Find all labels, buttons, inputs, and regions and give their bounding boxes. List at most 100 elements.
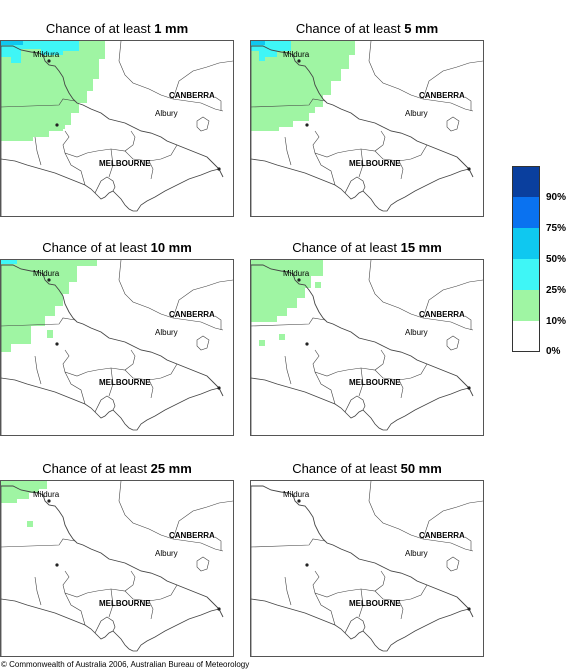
district-boundary: [312, 570, 348, 598]
place-label-canberra: CANBERRA: [169, 531, 215, 540]
gabo-dot: [217, 386, 221, 390]
district-boundary: [148, 600, 154, 620]
place-label-melbourne: MELBOURNE: [99, 378, 151, 387]
district-boundary: [96, 570, 136, 592]
place-label-canberra: CANBERRA: [419, 91, 465, 100]
place-label-melbourne: MELBOURNE: [349, 159, 401, 168]
rainfall-map: Mildura CANBERRA Albury MELBOURNE: [250, 40, 484, 217]
district-boundary: [464, 315, 472, 330]
state-border: [251, 264, 474, 397]
district-boundary: [284, 136, 292, 166]
probability-shading: [1, 260, 97, 352]
place-label-albury: Albury: [405, 109, 428, 118]
mildura-dot: [47, 499, 51, 503]
act-boundary: [446, 116, 460, 132]
district-boundary: [108, 367, 114, 397]
legend-label: 50%: [546, 254, 567, 265]
district-boundary: [368, 41, 474, 112]
probability-legend: 90% 75% 50% 25% 10% 0%: [512, 166, 570, 357]
place-label-albury: Albury: [405, 328, 428, 337]
legend-label: 10%: [546, 316, 567, 327]
district-boundary: [172, 500, 233, 540]
coastline: [94, 395, 116, 413]
state-border: [251, 45, 474, 178]
district-boundary: [34, 136, 42, 166]
district-boundary: [1, 98, 76, 108]
district-boundary: [64, 371, 86, 405]
district-boundary: [314, 592, 336, 626]
district-boundary: [422, 500, 483, 540]
district-boundary: [124, 144, 178, 162]
district-boundary: [346, 349, 386, 371]
legend-label: 90%: [546, 192, 567, 203]
district-boundary: [312, 349, 348, 377]
gabo-dot: [217, 167, 221, 171]
map-canvas: [251, 481, 483, 656]
legend-label: 75%: [546, 223, 567, 234]
district-boundary: [108, 588, 114, 618]
place-label-albury: Albury: [155, 549, 178, 558]
district-boundary: [96, 130, 136, 152]
district-boundary: [346, 130, 386, 152]
district-boundary: [34, 355, 42, 385]
mildura-dot: [47, 278, 51, 282]
map-canvas: [1, 481, 233, 656]
coastline: [1, 158, 220, 212]
mildura-dot: [297, 59, 301, 63]
district-boundary: [108, 148, 114, 178]
probability-shading: [1, 41, 79, 63]
district-boundary: [1, 317, 76, 327]
district-boundary: [374, 144, 428, 162]
place-label-melbourne: MELBOURNE: [99, 159, 151, 168]
district-boundary: [64, 592, 86, 626]
place-label-albury: Albury: [405, 549, 428, 558]
place-label-mildura: Mildura: [283, 269, 310, 278]
legend-label: 0%: [546, 346, 561, 357]
panel-title: Chance of at least 10 mm: [42, 240, 192, 255]
district-boundary: [284, 576, 292, 606]
panel-title: Chance of at least 50 mm: [292, 461, 442, 476]
state-border: [1, 45, 224, 178]
probability-shading: [251, 41, 355, 131]
district-boundary: [124, 363, 178, 381]
district-boundary: [214, 96, 222, 111]
coastline: [344, 176, 366, 194]
probability-shading: [1, 481, 47, 503]
district-boundary: [346, 570, 386, 592]
district-boundary: [422, 60, 483, 100]
act-boundary: [446, 335, 460, 351]
state-border: [251, 485, 474, 618]
district-boundary: [358, 367, 364, 397]
district-boundary: [312, 130, 348, 158]
legend-swatch-25: [513, 259, 539, 290]
probability-shading: [251, 260, 323, 322]
district-boundary: [148, 379, 154, 399]
district-boundary: [1, 538, 76, 548]
district-boundary: [314, 152, 336, 186]
probability-shading: [1, 260, 17, 264]
state-border: [1, 264, 224, 397]
rainfall-map: Mildura CANBERRA Albury MELBOURNE: [250, 259, 484, 436]
coastline: [94, 176, 116, 194]
rainfall-map: Mildura CANBERRA Albury MELBOURNE: [250, 480, 484, 657]
district-boundary: [368, 481, 474, 552]
district-boundary: [62, 349, 98, 377]
map-canvas: [251, 41, 483, 216]
legend-color-bar: [512, 166, 540, 352]
place-label-canberra: CANBERRA: [419, 531, 465, 540]
district-boundary: [368, 260, 474, 331]
place-label-albury: Albury: [155, 328, 178, 337]
district-boundary: [398, 600, 404, 620]
district-boundary: [464, 96, 472, 111]
rainfall-map: Mildura CANBERRA Albury MELBOURNE: [0, 259, 234, 436]
district-boundary: [422, 279, 483, 319]
place-label-melbourne: MELBOURNE: [349, 599, 401, 608]
gabo-dot: [217, 607, 221, 611]
district-dot: [55, 123, 59, 127]
district-dot: [305, 123, 309, 127]
mildura-dot: [297, 499, 301, 503]
district-boundary: [398, 379, 404, 399]
coastline: [344, 395, 366, 413]
district-boundary: [118, 481, 224, 552]
district-boundary: [374, 584, 428, 602]
